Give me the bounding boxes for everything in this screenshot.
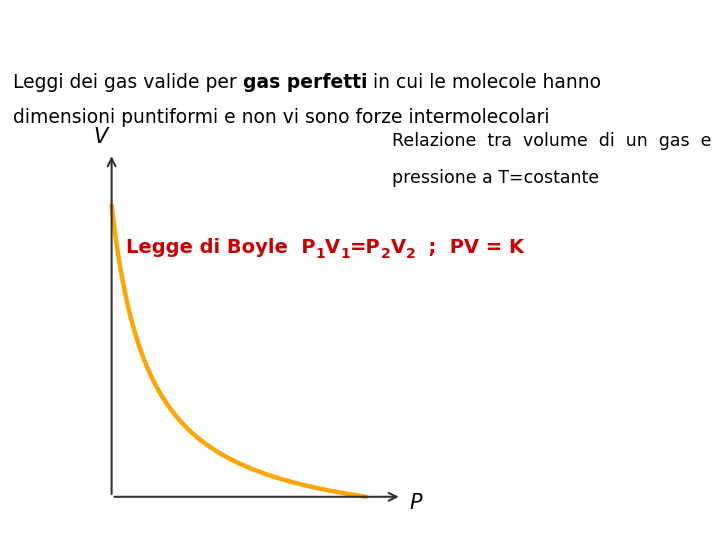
Text: 2: 2 [405, 247, 415, 261]
Text: Relazione  tra  volume  di  un  gas  e: Relazione tra volume di un gas e [392, 132, 712, 150]
Text: 2: 2 [381, 247, 390, 261]
Text: 1: 1 [341, 247, 350, 261]
Text: P: P [410, 493, 423, 514]
Text: in cui le molecole hanno: in cui le molecole hanno [367, 73, 601, 92]
Text: pressione a T=costante: pressione a T=costante [392, 169, 600, 187]
Text: gas perfetti: gas perfetti [243, 73, 367, 92]
Text: 1: 1 [315, 247, 325, 261]
Text: Legge di Boyle  P: Legge di Boyle P [126, 238, 315, 256]
Text: Leggi dei gas valide per: Leggi dei gas valide per [13, 73, 243, 92]
Text: =P: =P [350, 238, 381, 256]
Text: V: V [94, 127, 108, 147]
Text: ;  PV = K: ; PV = K [415, 238, 524, 256]
Text: V: V [325, 238, 341, 256]
Text: dimensioni puntiformi e non vi sono forze intermolecolari: dimensioni puntiformi e non vi sono forz… [13, 108, 549, 127]
Text: V: V [390, 238, 405, 256]
